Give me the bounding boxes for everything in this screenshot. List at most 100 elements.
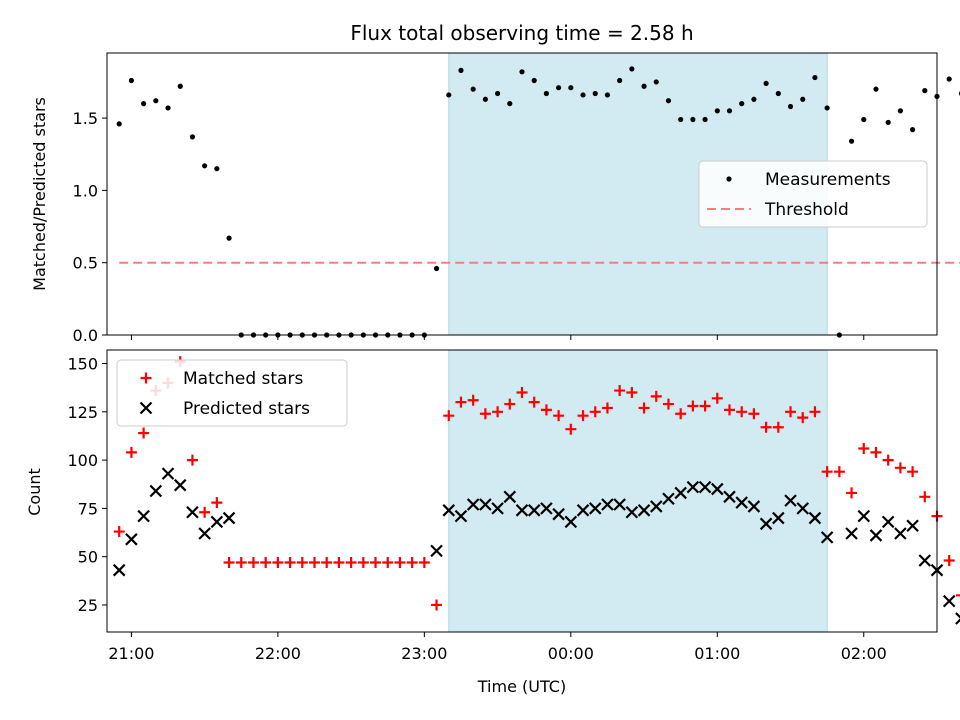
matched-star-point — [516, 386, 528, 398]
measurement-point — [141, 101, 147, 107]
matched-star-point — [846, 487, 858, 499]
measurement-point — [946, 76, 952, 82]
measurement-point — [775, 90, 781, 97]
predicted-star-point — [674, 486, 687, 500]
predicted-star-point — [808, 511, 822, 525]
bottom-shaded-window — [448, 349, 828, 633]
matched-star-point — [724, 404, 735, 416]
legend-predicted-label: Predicted stars — [183, 399, 310, 419]
predicted-star-point — [173, 478, 187, 492]
predicted-star-point — [442, 504, 456, 517]
legend-predicted-marker — [139, 401, 153, 415]
matched-star-point — [882, 454, 894, 466]
measurement-point — [543, 90, 550, 97]
matched-star-point — [467, 394, 479, 406]
matched-star-point — [785, 406, 797, 418]
bottom-y-tick-label: 100 — [67, 451, 98, 470]
predicted-star-point — [759, 517, 773, 531]
predicted-star-point — [222, 511, 236, 525]
predicted-star-point — [723, 490, 736, 504]
matched-star-point — [357, 556, 369, 568]
predicted-star-point — [491, 502, 504, 515]
measurement-point — [812, 74, 818, 81]
bottom-y-tick-label: 125 — [67, 403, 98, 422]
matched-star-point — [113, 526, 125, 538]
predicted-star-point — [881, 515, 895, 529]
bottom-y-tick-label: 75 — [78, 499, 98, 518]
measurement-point — [897, 108, 903, 114]
matched-star-point — [565, 423, 577, 435]
matched-star-point — [577, 410, 589, 422]
predicted-star-point — [686, 480, 700, 494]
matched-star-point — [699, 400, 711, 412]
matched-star-point — [870, 446, 882, 458]
measurement-point — [714, 108, 720, 114]
predicted-star-point — [503, 490, 517, 504]
matched-star-point — [370, 556, 382, 568]
predicted-star-point — [662, 492, 675, 506]
measurement-point — [702, 116, 708, 123]
legend-matched-label: Matched stars — [183, 369, 303, 389]
measurement-point — [800, 96, 806, 102]
predicted-star-point — [649, 500, 663, 513]
measurement-point — [861, 116, 867, 123]
predicted-star-point — [625, 505, 639, 519]
measurement-point — [726, 108, 733, 114]
predicted-star-point — [698, 480, 712, 494]
bottom-y-axis-label: Count — [25, 468, 44, 516]
matched-star-point — [211, 497, 223, 509]
top-y-axis-label: Matched/Predicted stars — [30, 97, 49, 291]
predicted-star-point — [857, 509, 871, 523]
matched-star-point — [443, 410, 455, 422]
predicted-star-point — [601, 498, 614, 511]
matched-star-point — [223, 556, 235, 568]
matched-star-point — [418, 556, 430, 568]
predicted-star-point — [820, 531, 834, 544]
matched-star-point — [894, 462, 906, 474]
predicted-star-point — [588, 502, 602, 515]
predicted-star-point — [210, 515, 224, 529]
predicted-star-point — [906, 519, 919, 533]
measurement-point — [470, 86, 476, 92]
matched-star-point — [858, 443, 870, 455]
matched-star-point — [589, 406, 601, 418]
measurement-point — [751, 96, 757, 102]
predicted-star-point — [430, 544, 443, 558]
predicted-star-point — [540, 502, 553, 515]
measurement-point — [604, 92, 611, 98]
matched-star-point — [821, 466, 833, 478]
x-tick-label: 21:00 — [108, 644, 154, 663]
matched-star-point — [431, 599, 443, 611]
matched-star-point — [321, 556, 333, 568]
measurement-point — [556, 85, 562, 91]
matched-star-point — [186, 454, 198, 466]
measurement-point — [678, 116, 684, 123]
bottom-legend: Matched stars Predicted stars — [116, 359, 348, 427]
top-legend: Measurements Threshold — [698, 160, 928, 228]
matched-star-point — [943, 555, 955, 567]
predicted-star-point — [894, 527, 907, 540]
matched-star-point — [296, 556, 308, 568]
predicted-star-point — [466, 498, 480, 511]
measurement-point — [580, 92, 586, 98]
measurement-point — [922, 88, 928, 94]
predicted-star-point — [735, 496, 748, 509]
legend-measurements-label: Measurements — [765, 170, 891, 190]
predicted-star-point — [942, 594, 956, 608]
matched-star-point — [675, 408, 687, 420]
matched-star-point — [235, 556, 247, 568]
x-tick-label: 01:00 — [694, 644, 740, 663]
bottom-axes-frame — [106, 349, 938, 633]
predicted-star-point — [576, 504, 590, 517]
matched-star-point — [394, 556, 406, 568]
predicted-star-point — [784, 494, 797, 507]
matched-star-point — [382, 556, 394, 568]
matched-star-point — [760, 421, 772, 433]
matched-star-point — [272, 556, 284, 568]
x-tick-label: 22:00 — [255, 644, 301, 663]
measurement-point — [189, 134, 196, 140]
predicted-star-point — [564, 515, 578, 529]
x-tick-label: 02:00 — [841, 644, 887, 663]
predicted-star-point — [186, 505, 199, 519]
